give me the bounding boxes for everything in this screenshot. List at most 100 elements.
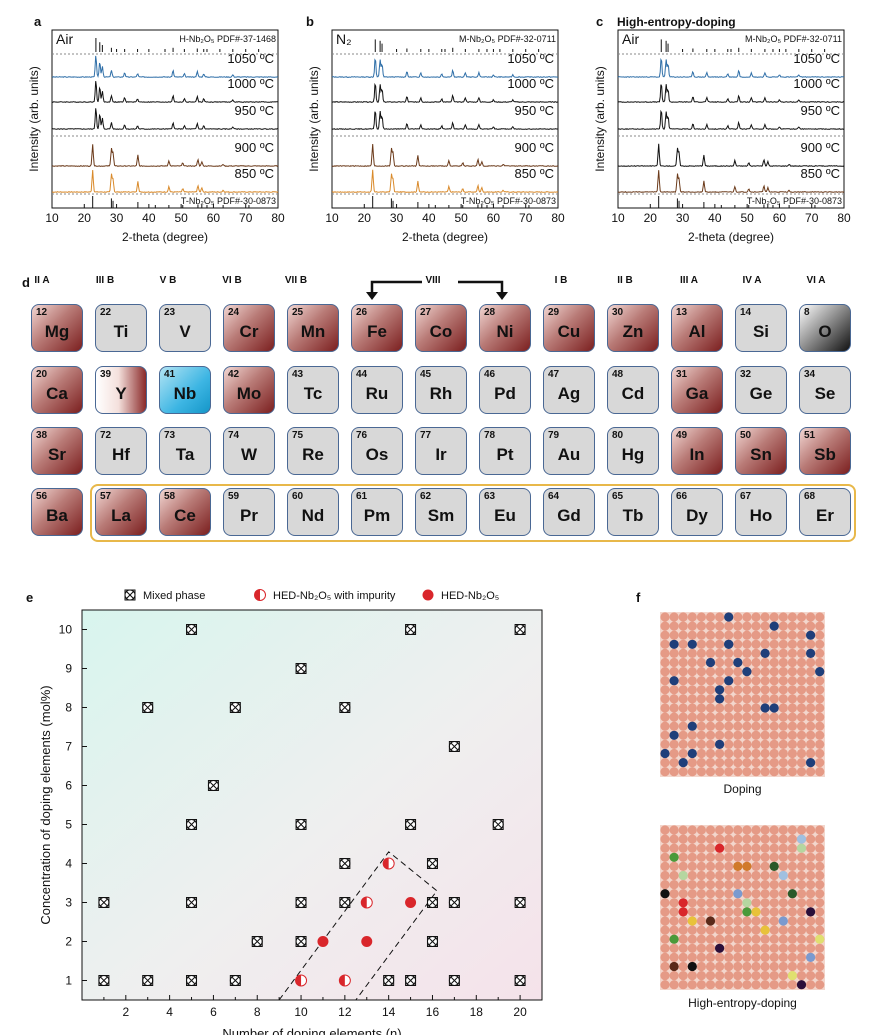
mixed-phase-marker: [251, 936, 263, 947]
host-atom: [660, 971, 670, 981]
host-atom: [751, 880, 761, 890]
host-atom: [769, 612, 779, 622]
host-atom: [769, 870, 779, 881]
host-atom: [678, 943, 688, 953]
host-atom: [724, 712, 734, 722]
host-atom: [742, 648, 752, 658]
y-tick-label: 4: [65, 857, 72, 871]
host-atom: [733, 676, 743, 686]
host-atom: [742, 685, 752, 695]
mixed-phase-marker: [426, 897, 438, 908]
host-atom: [669, 712, 679, 722]
mixed-phase-marker: [142, 975, 154, 986]
element-cell-fe: 26 Fe: [351, 304, 403, 352]
atomic-number: 77: [420, 430, 432, 441]
host-atom: [787, 630, 797, 640]
host-atom: [806, 971, 816, 981]
dopant-atom: [742, 861, 752, 871]
host-atom: [787, 721, 797, 731]
host-atom: [760, 980, 770, 990]
host-atom: [678, 712, 688, 722]
host-atom: [715, 861, 725, 871]
element-symbol: Mg: [44, 322, 70, 341]
host-atom: [796, 739, 807, 749]
dopant-atom: [669, 934, 679, 944]
host-atom: [678, 852, 688, 862]
host-atom: [678, 694, 688, 704]
dopant-atom: [733, 889, 743, 899]
host-atom: [806, 843, 816, 853]
host-atom: [696, 767, 706, 777]
host-atom: [760, 825, 770, 835]
dopant-atom: [760, 703, 770, 713]
element-cell-sr: 38 Sr: [31, 427, 83, 475]
host-atom: [815, 639, 825, 649]
host-atom: [806, 730, 816, 740]
host-atom: [787, 861, 797, 871]
element-symbol: Ca: [46, 384, 68, 403]
host-atom: [760, 852, 770, 862]
element-symbol: Mo: [236, 384, 262, 403]
host-atom: [715, 916, 725, 926]
host-atom: [660, 667, 670, 677]
host-atom: [724, 961, 734, 972]
host-atom: [696, 748, 706, 759]
element-symbol: Ru: [365, 384, 389, 403]
x-tick-label: 10: [325, 211, 339, 225]
xrd-trace: [51, 108, 279, 130]
host-atom: [787, 916, 797, 926]
dopant-atom: [678, 898, 688, 908]
host-atom: [696, 898, 706, 908]
mixed-phase-marker: [405, 975, 417, 986]
host-atom: [742, 748, 752, 759]
x-tick-label: 40: [708, 211, 722, 225]
host-atom: [760, 758, 770, 768]
mixed-phase-marker: [143, 703, 153, 712]
panel-title: High-entropy-doping: [617, 15, 736, 29]
host-atom: [787, 943, 797, 953]
dopant-atom: [806, 758, 816, 768]
host-atom: [787, 703, 797, 713]
host-atom: [815, 961, 825, 972]
mixed-phase-marker: [187, 976, 196, 985]
plot-frame: [617, 29, 845, 209]
host-atom: [787, 980, 797, 990]
x-tick-label: 18: [470, 1005, 484, 1019]
host-atom: [796, 952, 807, 962]
host-atom: [787, 621, 797, 631]
element-cell-cr: 24 Cr: [223, 304, 275, 352]
element-symbol: Sb: [814, 445, 836, 464]
host-atom: [769, 685, 779, 695]
host-atom: [724, 834, 734, 844]
x-tick-label: 50: [740, 211, 754, 225]
dopant-atom: [769, 861, 779, 871]
host-atom: [687, 952, 697, 962]
host-atom: [660, 861, 670, 871]
host-atom: [705, 943, 716, 953]
host-atom: [696, 685, 706, 695]
x-tick-label: 30: [676, 211, 690, 225]
xrd-trace: [52, 169, 279, 193]
x-tick-label: 20: [358, 211, 372, 225]
host-atom: [787, 657, 797, 668]
host-atom: [715, 980, 725, 990]
mixed-phase-marker: [186, 975, 198, 986]
host-atom: [815, 676, 825, 686]
host-atom: [733, 880, 743, 890]
host-atom: [742, 721, 752, 731]
mixed-phase-marker: [514, 897, 526, 908]
atomic-number: 42: [228, 369, 240, 380]
element-cell-ba: 56 Ba: [31, 488, 83, 536]
x-tick-label: 30: [110, 211, 124, 225]
mixed-phase-marker: [207, 780, 219, 791]
host-atom: [669, 916, 679, 926]
mixed-phase-marker: [514, 624, 526, 635]
x-tick-label: 60: [773, 211, 787, 225]
host-atom: [815, 694, 825, 704]
host-atom: [733, 612, 743, 622]
host-atom: [715, 721, 725, 731]
element-symbol: Gd: [557, 506, 581, 525]
host-atom: [705, 898, 716, 908]
host-atom: [705, 861, 716, 871]
host-atom: [796, 676, 807, 686]
